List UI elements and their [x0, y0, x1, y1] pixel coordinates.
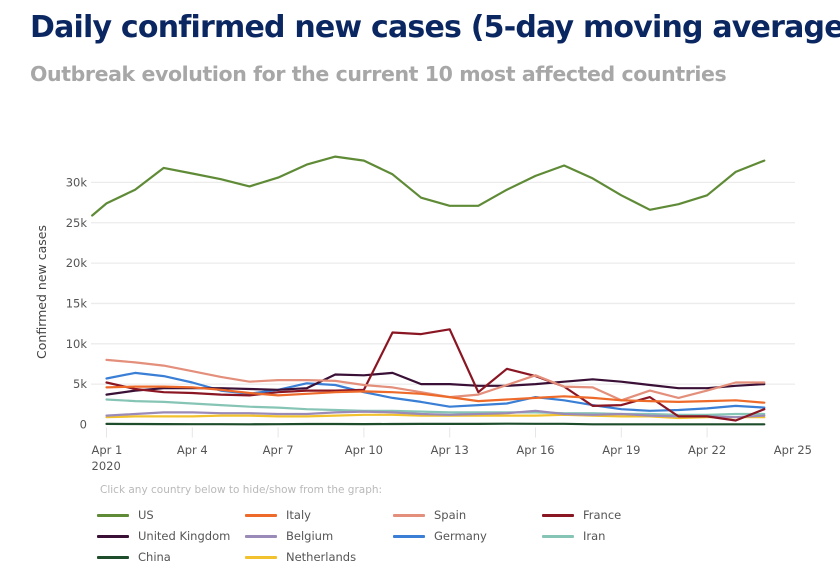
- legend-swatch: [245, 513, 277, 517]
- legend-label: China: [138, 550, 171, 564]
- series-line-united-kingdom[interactable]: [105, 371, 766, 396]
- legend-label: Italy: [286, 508, 311, 522]
- legend-item-germany[interactable]: Germany: [393, 529, 487, 543]
- legend-item-iran[interactable]: Iran: [542, 529, 605, 543]
- legend-swatch: [97, 534, 129, 538]
- legend-swatch: [393, 513, 425, 517]
- x-tick-label: Apr 4: [177, 443, 208, 457]
- legend-hint: Click any country below to hide/show fro…: [100, 484, 383, 496]
- series-line-france[interactable]: [105, 328, 766, 422]
- x-tick-label: Apr 22: [688, 443, 726, 457]
- y-tick-label: 10k: [66, 337, 88, 351]
- legend-swatch: [542, 513, 574, 517]
- x-tick-year-label: 2020: [92, 459, 121, 473]
- legend-label: Netherlands: [286, 550, 357, 564]
- chart-subtitle: Outbreak evolution for the current 10 mo…: [30, 62, 727, 86]
- legend-label: US: [138, 508, 154, 522]
- legend-item-us[interactable]: US: [97, 508, 154, 522]
- y-axis-title: Confirmed new cases: [34, 225, 49, 359]
- legend-swatch: [97, 555, 129, 559]
- y-tick-label: 15k: [66, 296, 88, 310]
- legend-swatch: [245, 555, 277, 559]
- series-lines: [91, 155, 766, 426]
- series-line-us[interactable]: [91, 155, 766, 217]
- legend-swatch: [97, 513, 129, 517]
- x-tick-label: Apr 19: [602, 443, 640, 457]
- legend-swatch: [393, 534, 425, 538]
- x-tick-label: Apr 7: [263, 443, 294, 457]
- legend-swatch: [245, 534, 277, 538]
- legend-item-netherlands[interactable]: Netherlands: [245, 550, 356, 564]
- y-axis-ticks: 0 5k 10k 15k 20k 25k 30k: [66, 175, 88, 431]
- series-line-china[interactable]: [105, 422, 766, 426]
- legend-item-china[interactable]: China: [97, 550, 171, 564]
- series-line-italy[interactable]: [105, 385, 766, 404]
- y-tick-label: 5k: [73, 377, 87, 391]
- legend-swatch: [542, 534, 574, 538]
- legend-label: Iran: [583, 529, 606, 543]
- y-tick-label: 30k: [66, 175, 88, 189]
- x-tick-label: Apr 16: [516, 443, 554, 457]
- y-tick-label: 0: [80, 418, 87, 432]
- legend-item-spain[interactable]: Spain: [393, 508, 466, 522]
- legend-item-belgium[interactable]: Belgium: [245, 529, 333, 543]
- series-line-iran[interactable]: [105, 398, 766, 416]
- legend-label: United Kingdom: [138, 529, 231, 543]
- x-tick-label: Apr 10: [345, 443, 383, 457]
- x-axis-ticks: Apr 1 2020 Apr 4 Apr 7 Apr 10 Apr 13 Apr 16 Apr…: [92, 427, 812, 473]
- legend-item-italy[interactable]: Italy: [245, 508, 311, 522]
- gridlines: [91, 181, 795, 385]
- legend-item-france[interactable]: France: [542, 508, 621, 522]
- chart-title: Daily confirmed new cases (5-day moving …: [30, 10, 840, 45]
- y-tick-label: 25k: [66, 216, 88, 230]
- legend-label: Germany: [434, 529, 487, 543]
- x-tick-label: Apr 25: [774, 443, 812, 457]
- x-tick-label: Apr 13: [431, 443, 469, 457]
- series-line-belgium[interactable]: [105, 409, 766, 419]
- legend-item-united-kingdom[interactable]: United Kingdom: [97, 529, 230, 543]
- x-tick-label: Apr 1: [92, 443, 123, 457]
- legend-label: Belgium: [286, 529, 334, 543]
- legend-label: Spain: [434, 508, 467, 522]
- y-tick-label: 20k: [66, 256, 88, 270]
- legend-label: France: [583, 508, 622, 522]
